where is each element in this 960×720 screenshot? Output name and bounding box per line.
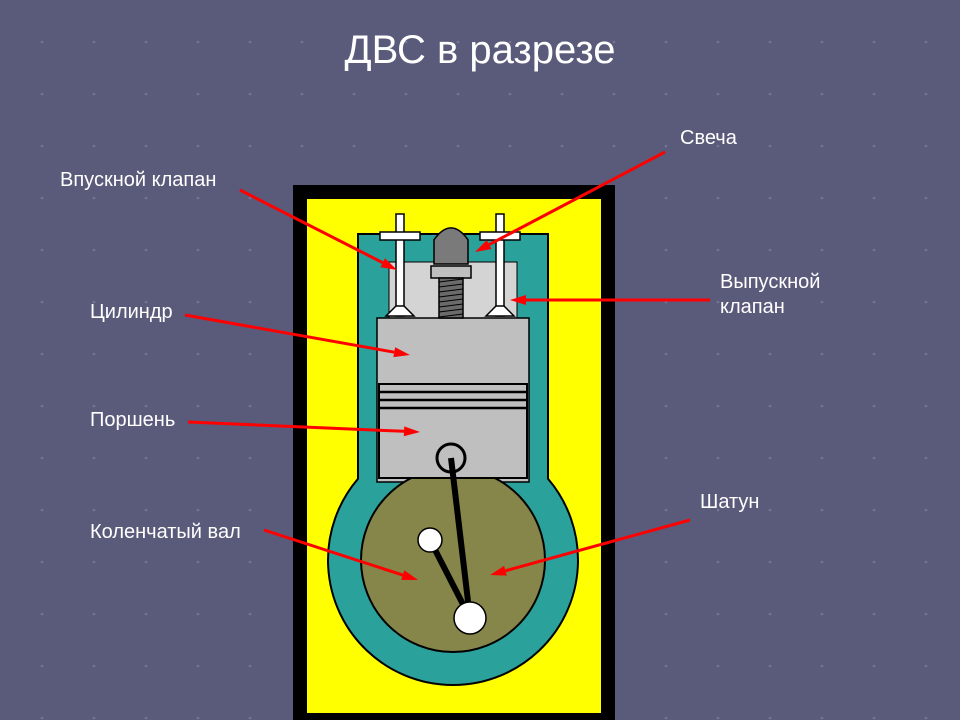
arrow-intake_valve (240, 190, 397, 270)
diagram-stage: ДВС в разрезе Впускной клапанЦилиндрПорш… (0, 0, 960, 720)
arrows-layer (0, 0, 960, 720)
arrow-crankshaft (264, 530, 418, 580)
arrow-conrod (490, 520, 690, 576)
arrow-cylinder (185, 315, 410, 357)
arrow-exhaust_valve (510, 295, 710, 305)
arrow-spark_plug (475, 152, 665, 252)
arrow-piston (188, 422, 420, 436)
